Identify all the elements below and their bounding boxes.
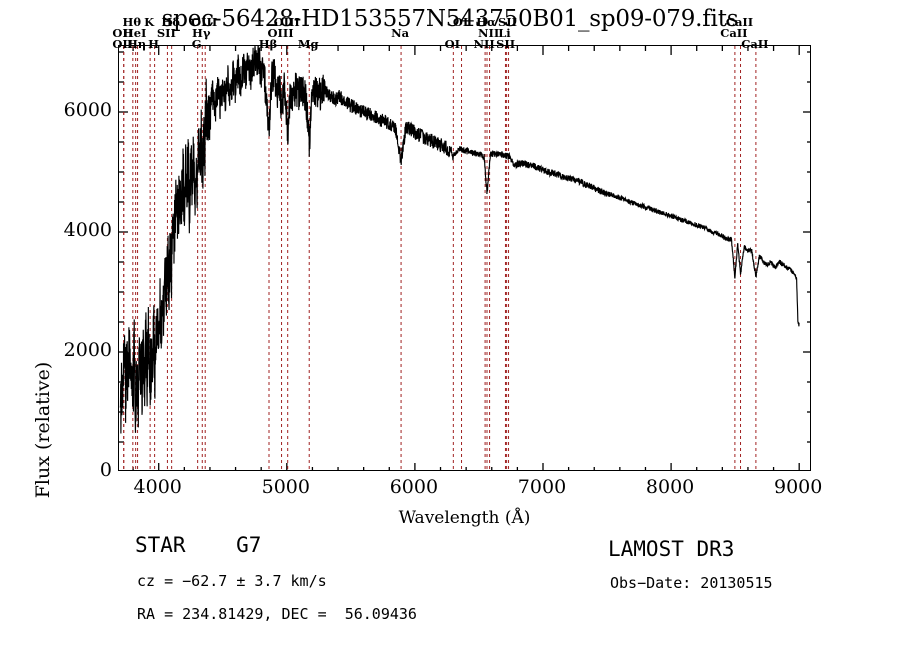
spectral-line-label-OIII: OIII <box>267 26 294 40</box>
spectrum-svg <box>119 46 810 470</box>
spectral-line-label-Na: Na <box>391 26 410 40</box>
footer-survey: LAMOST DR3 <box>608 537 735 561</box>
y-tick-label: 6000 <box>63 99 112 121</box>
y-axis-title-text: Flux (relative) <box>32 361 54 499</box>
spectral-line-label-SII: SII <box>496 37 516 51</box>
y-axis-tick-labels: 0 2000 4000 6000 <box>40 45 112 481</box>
spectral-line-label-H: Hγ <box>192 26 211 40</box>
spectral-line-label-H: Hδ <box>161 15 180 29</box>
footer-coords: RA = 234.81429, DEC = 56.09436 <box>137 605 417 623</box>
spectral-line-label-CaII: CaII <box>741 37 769 51</box>
spectral-line-label-OI: OI <box>452 15 469 29</box>
y-tick-label: 2000 <box>63 339 112 361</box>
spectral-line-label-CaII: CaII <box>725 15 754 29</box>
x-tick-label: 9000 <box>774 476 823 498</box>
spectral-line-label-OIII: OIII <box>191 15 218 29</box>
spectral-line-label-HeI: HeI <box>122 26 147 40</box>
spectrum-trace <box>119 46 800 434</box>
spectral-line-label-H: Hα <box>476 15 496 29</box>
spectral-line-label-NII: NII <box>473 37 495 51</box>
spectral-line-label-Mg: Mg <box>297 37 319 51</box>
spectral-line-label-OIII: OIII <box>273 15 300 29</box>
x-axis-tick-labels: 4000 5000 6000 7000 8000 9000 <box>118 476 823 502</box>
y-tick-label: 0 <box>99 459 112 481</box>
plot-area <box>118 45 811 471</box>
spectral-line-label-Li: Li <box>498 26 511 40</box>
spectral-line-label-OII: OII <box>112 26 134 40</box>
spectral-line-label-H: Hθ <box>122 15 142 29</box>
spectral-line-label-K: K <box>144 15 155 29</box>
spectral-line-label-SII: SII <box>497 15 518 29</box>
x-tick-label: 5000 <box>261 476 310 498</box>
spectral-line-label-CaII: CaII <box>720 26 748 40</box>
spectral-line-label-H: Hη <box>126 37 147 51</box>
spectral-line-label-H: H <box>148 37 160 51</box>
page-title: spec-56428-HD153557N543750B01_sp09-079.f… <box>161 6 739 32</box>
spectral-line-label-SII: SII <box>156 26 176 40</box>
footer-object-type: STAR G7 <box>135 533 262 557</box>
spectral-line-label-OII: OII <box>112 37 134 51</box>
spectral-line-label-OI: OI <box>444 37 461 51</box>
x-tick-label: 7000 <box>517 476 567 498</box>
x-tick-label: 8000 <box>645 476 695 498</box>
x-tick-label: 4000 <box>133 476 182 498</box>
x-axis-title: Wavelength (Å) <box>398 508 531 528</box>
spectral-line-label-NII: NII <box>477 26 500 40</box>
spectral-line-label-G: G <box>191 37 202 51</box>
footer-obs-date: Obs−Date: 20130515 <box>610 574 773 592</box>
plot-canvas <box>119 46 810 470</box>
spectral-line-label-H: Hβ <box>258 37 278 51</box>
y-tick-label: 4000 <box>63 219 112 241</box>
footer-cz: cz = −62.7 ± 3.7 km/s <box>137 572 327 590</box>
x-tick-label: 6000 <box>389 476 439 498</box>
